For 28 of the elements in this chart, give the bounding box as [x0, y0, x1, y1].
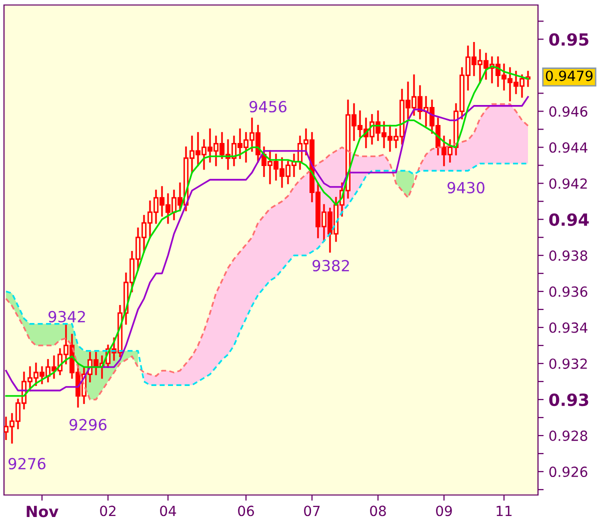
annotation: 9382: [312, 260, 349, 272]
annotation: 9430: [448, 182, 484, 194]
y-tick-label: 0.93: [549, 393, 588, 406]
x-tick-label: 06: [238, 506, 254, 516]
y-tick-label: 0.928: [549, 430, 588, 442]
x-tick-label: 11: [496, 506, 512, 516]
y-tick-label: 0.936: [549, 286, 588, 297]
y-tick-label: 0.932: [549, 358, 587, 369]
x-tick-label: 09: [436, 506, 452, 516]
text: 0.9479: [546, 70, 593, 82]
annotation: 9342: [48, 310, 85, 322]
x-tick-label: 04: [160, 506, 176, 516]
annotation: 9276: [8, 458, 46, 470]
y-tick-label: 0.94: [549, 213, 589, 226]
y-tick-label: 0.938: [549, 250, 588, 261]
x-tick-label: 08: [370, 506, 386, 516]
y-tick-label: 0.926: [549, 466, 588, 478]
y-tick-label: 0.942: [549, 178, 587, 189]
y-tick-label: 0.934: [549, 322, 588, 333]
line-series: [5, 162, 529, 386]
annotation: 9456: [250, 100, 286, 112]
y-tick-label: 0.95: [549, 33, 588, 46]
x-tick-label: Nov: [26, 506, 58, 518]
x-tick-label: 02: [100, 506, 116, 516]
y-tick-label: 0.944: [549, 142, 588, 153]
x-tick-label: 07: [304, 506, 320, 516]
y-tick-label: 0.946: [549, 106, 588, 117]
annotation: 9296: [70, 418, 106, 430]
